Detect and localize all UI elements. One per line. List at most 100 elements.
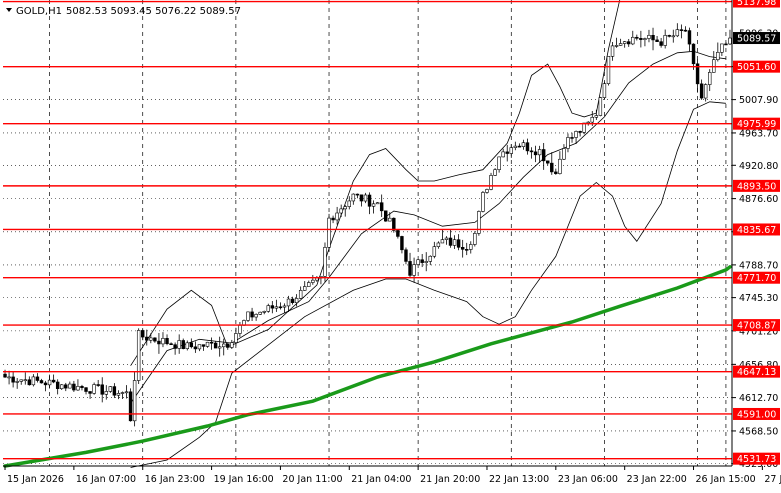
candle-body — [517, 145, 522, 148]
level-label-box — [733, 319, 780, 332]
candle — [574, 130, 578, 145]
candle-body — [35, 376, 40, 381]
candle-body — [169, 343, 173, 346]
candle — [675, 23, 680, 38]
candle — [35, 373, 40, 383]
time-tick-label: 16 Jan 23:00 — [145, 474, 205, 485]
candle-body — [663, 35, 667, 46]
candle — [521, 139, 526, 150]
price-tick-label: 4788.70 — [739, 260, 778, 271]
candle — [294, 294, 299, 307]
candle-body — [452, 239, 457, 246]
candle — [205, 341, 210, 348]
candle — [667, 34, 671, 38]
candle — [566, 133, 570, 153]
candle — [141, 329, 145, 341]
candle-body — [392, 217, 396, 231]
candle-body — [493, 169, 497, 176]
candle-body — [521, 142, 526, 147]
candle-body — [546, 160, 550, 164]
price-tick-label: 4701.20 — [739, 326, 778, 337]
current-price-marker: 5089.57 — [733, 32, 780, 45]
candle-body — [51, 379, 56, 383]
candle — [546, 160, 550, 166]
candle-body — [15, 381, 19, 383]
candle-body — [720, 43, 724, 53]
candle-body — [594, 115, 599, 118]
candle — [550, 152, 554, 175]
candle — [695, 59, 700, 93]
candle-body — [473, 233, 477, 245]
candle — [456, 234, 461, 251]
candle — [663, 29, 667, 49]
candle — [189, 338, 194, 349]
candle-body — [351, 193, 356, 202]
candle-body — [238, 325, 242, 334]
candle-body — [659, 41, 663, 46]
candle — [343, 204, 347, 217]
candle-body — [149, 337, 153, 341]
candle-body — [104, 391, 108, 395]
candle-body — [124, 391, 129, 394]
candle-body — [420, 259, 424, 263]
candle-body — [258, 311, 262, 315]
candle-body — [7, 376, 11, 379]
candle-body — [371, 203, 376, 207]
candle — [128, 388, 133, 422]
candle-body — [525, 142, 530, 152]
candle-body — [355, 193, 360, 196]
candle — [108, 385, 113, 393]
candle-body — [384, 210, 388, 222]
candle-body — [574, 131, 578, 138]
candle-body — [562, 148, 566, 160]
ohlc-values: 5082.53 5093.45 5076.22 5089.57 — [66, 6, 241, 17]
candle-body — [80, 386, 84, 388]
time-tick-label: 19 Jan 16:00 — [214, 474, 274, 485]
candle — [92, 382, 96, 395]
candle-body — [60, 384, 64, 389]
candle — [570, 132, 574, 143]
candle-body — [501, 151, 505, 158]
level-label-text: 4531.73 — [737, 454, 776, 465]
candle-body — [274, 306, 279, 309]
candle-body — [331, 217, 335, 221]
candle-body — [282, 305, 287, 308]
candle-body — [294, 298, 299, 303]
candle — [217, 336, 222, 357]
candle-body — [68, 383, 72, 389]
candle — [720, 43, 724, 57]
candle — [452, 235, 457, 249]
candle-body — [92, 384, 96, 394]
candle — [408, 252, 412, 279]
candle-body — [469, 244, 473, 250]
candle — [258, 311, 262, 315]
candle — [436, 241, 441, 249]
candle — [525, 138, 530, 155]
level-label: 4591.00 — [733, 407, 780, 420]
candle — [161, 332, 165, 348]
chevron-down-icon[interactable] — [6, 8, 12, 12]
candle — [473, 231, 477, 247]
candle — [529, 147, 534, 159]
candle — [185, 340, 189, 351]
candle-body — [708, 72, 712, 85]
level-label-text: 5051.60 — [737, 62, 776, 73]
levels-layer — [3, 0, 732, 460]
candle — [72, 380, 76, 392]
level-label: 5137.98 — [733, 0, 780, 8]
current-price-text: 5089.57 — [737, 34, 776, 45]
candle-body — [489, 175, 493, 190]
candle-body — [84, 387, 88, 392]
candle — [68, 381, 72, 389]
candle-body — [558, 158, 562, 174]
candle — [145, 329, 149, 346]
candle — [428, 255, 432, 266]
candle — [311, 274, 315, 285]
candle — [578, 130, 582, 137]
candle — [234, 327, 238, 347]
candle — [64, 382, 68, 392]
candle — [60, 384, 64, 390]
candle — [157, 333, 161, 354]
